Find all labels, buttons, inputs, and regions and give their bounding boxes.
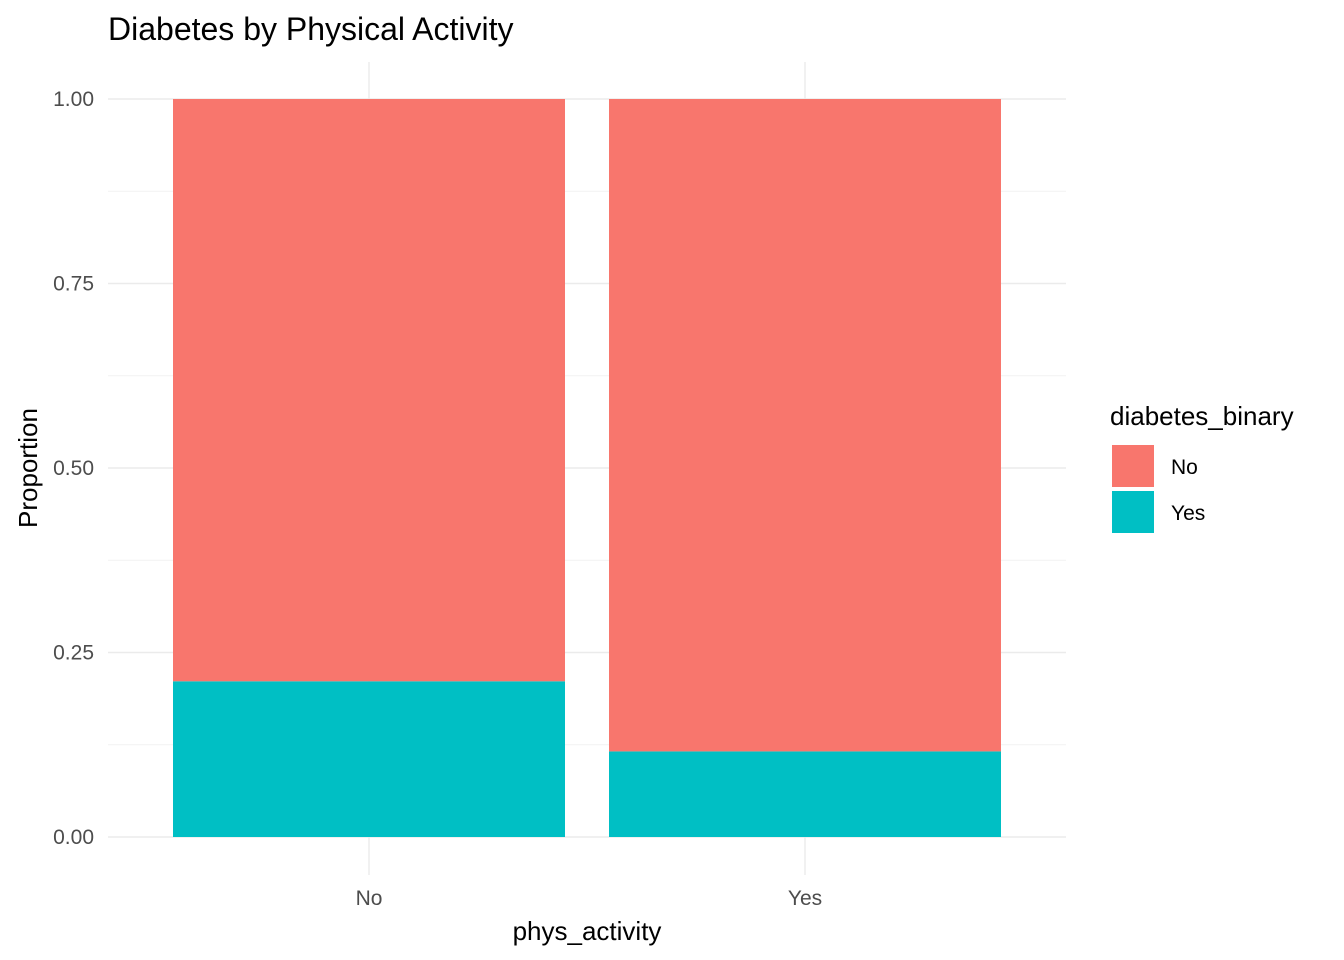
y-tick-label: 1.00 [53,88,94,111]
x-tick-labels: No Yes [356,887,823,910]
bar-no-no [173,99,565,682]
y-axis-title: Proportion [13,408,43,528]
y-tick-label: 0.00 [53,826,94,849]
legend-items: No Yes [1112,445,1205,533]
x-tick-label: No [356,887,383,910]
legend-label-no: No [1171,456,1198,479]
x-tick-label: Yes [788,887,822,910]
x-axis-title: phys_activity [513,916,662,946]
bar-no-yes [173,681,565,837]
legend-label-yes: Yes [1171,502,1205,525]
y-tick-labels: 0.00 0.25 0.50 0.75 1.00 [53,88,94,849]
chart-title: Diabetes by Physical Activity [108,11,514,47]
legend-key-no [1112,445,1154,487]
y-tick-label: 0.50 [53,457,94,480]
bars [173,99,1001,837]
y-tick-label: 0.75 [53,273,94,296]
legend-title: diabetes_binary [1110,401,1294,431]
bar-yes-yes [609,751,1001,837]
legend-key-yes [1112,491,1154,533]
legend: diabetes_binary No Yes [1110,401,1294,533]
bar-yes-no [609,99,1001,752]
y-tick-label: 0.25 [53,642,94,665]
